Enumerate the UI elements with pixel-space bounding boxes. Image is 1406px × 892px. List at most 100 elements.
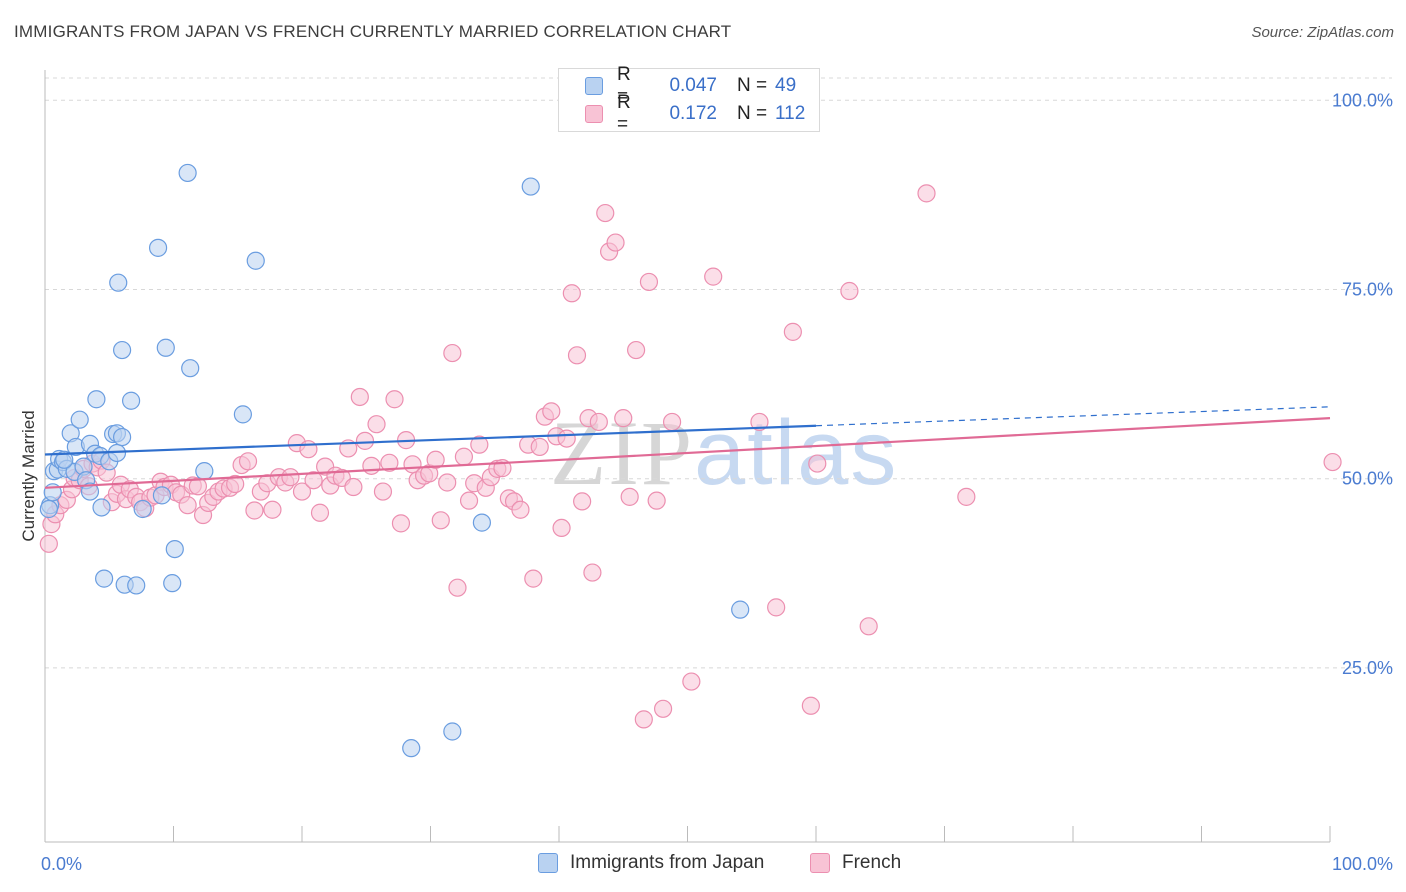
french-point-87 [511,500,530,519]
y-tick-label-25: 25.0% [1342,658,1393,678]
french-point-92 [542,402,561,421]
watermark-atlas: atlas [694,402,899,504]
japan-point-38 [195,462,214,481]
japan-point-29 [127,576,146,595]
french-point-60 [355,431,375,450]
french-point-111 [653,699,673,718]
french-point-110 [647,491,666,510]
japan-point-26 [112,340,132,360]
french-point-94 [552,518,571,538]
french-point-44 [263,500,282,519]
french-legend-swatch [810,853,830,873]
french-point-123 [957,487,976,506]
french-r-value: 0.172 [669,103,717,124]
french-r-label: R = [617,92,631,135]
japan-point-37 [181,359,200,378]
french-point-114 [704,267,723,286]
french-point-96 [562,284,581,303]
french-point-72 [426,450,445,469]
japan-legend-label: Immigrants from Japan [570,852,765,873]
japan-point-18 [92,498,111,517]
french-point-117 [783,322,802,341]
japan-point-13 [80,482,100,501]
french-point-120 [840,281,859,301]
french-point-109 [639,272,659,292]
japan-point-42 [443,722,462,741]
french-point-95 [557,429,576,448]
french-point-75 [443,343,462,363]
japan-point-16 [87,390,106,409]
french-n-value: 112 [775,103,806,124]
legend-item-french[interactable]: French [810,852,901,874]
french-point-76 [448,578,467,597]
french-point-50 [299,440,318,459]
y-tick-label-50: 50.0% [1342,469,1393,489]
french-point-90 [530,437,549,457]
japan-point-39 [233,405,252,424]
japan-trend-line [44,424,817,456]
french-point-31 [188,477,208,496]
french-point-62 [367,415,386,434]
french-point-113 [682,672,701,691]
japan-r-value: 0.047 [669,75,717,96]
french-point-38 [226,474,245,494]
japan-point-41 [402,739,421,758]
series-legend: Immigrants from Japan French [0,852,1406,878]
french-point-101 [589,412,608,432]
french-point-0 [39,534,58,553]
french-point-105 [614,409,633,428]
stats-legend: R = 0.047 N = 49 R = 0.172 N = 112 [558,64,820,135]
chart-title: IMMIGRANTS FROM JAPAN VS FRENCH CURRENTL… [14,22,732,41]
japan-point-46 [731,600,750,619]
french-point-112 [662,412,682,432]
french-point-78 [459,491,479,510]
french-point-124 [1323,452,1342,472]
french-point-52 [310,503,330,522]
x-tick-label-max: 100.0% [1332,854,1393,874]
legend-row-japan: R = 0.047 N = 49 [585,64,796,107]
y-tick-label-75: 75.0% [1342,279,1393,299]
japan-point-24 [109,273,128,292]
source-credit: Source: ZipAtlas.com [1251,24,1394,41]
french-point-73 [431,511,450,530]
french-legend-label: French [842,852,902,873]
japan-point-36 [178,163,197,183]
french-point-65 [385,390,404,409]
french-point-29 [178,496,197,515]
french-point-63 [373,482,393,501]
french-point-102 [596,203,615,223]
french-point-58 [344,477,363,497]
japan-point-31 [148,238,168,257]
french-point-66 [391,514,411,533]
french-point-121 [859,617,878,636]
japan-point-35 [165,539,184,559]
french-point-89 [524,569,543,588]
french-point-108 [634,710,653,729]
french-point-51 [304,471,323,490]
y-axis-label: Currently Married [19,410,38,541]
french-point-97 [567,346,587,365]
french-point-100 [583,563,602,582]
french-point-47 [281,468,300,487]
legend-item-japan[interactable]: Immigrants from Japan [538,852,764,874]
trend-lines [44,406,1331,489]
french-point-40 [238,452,258,471]
japan-point-32 [152,486,172,505]
french-point-119 [808,454,827,473]
french-point-80 [470,435,489,454]
japan-point-33 [156,338,175,357]
japan-point-43 [472,513,491,532]
legend-row-french: R = 0.172 N = 112 [585,92,806,135]
french-point-59 [350,387,369,407]
french-point-49 [292,482,312,501]
french-point-74 [438,473,457,492]
japan-n-label: N = [737,75,768,96]
french-swatch [585,105,603,123]
japan-point-19 [95,569,114,588]
data-points [39,87,1342,758]
french-point-122 [917,184,936,203]
japan-point-25 [112,427,132,447]
french-point-64 [380,453,399,472]
japan-r-label: R = [617,64,631,107]
japan-point-48 [55,450,74,469]
